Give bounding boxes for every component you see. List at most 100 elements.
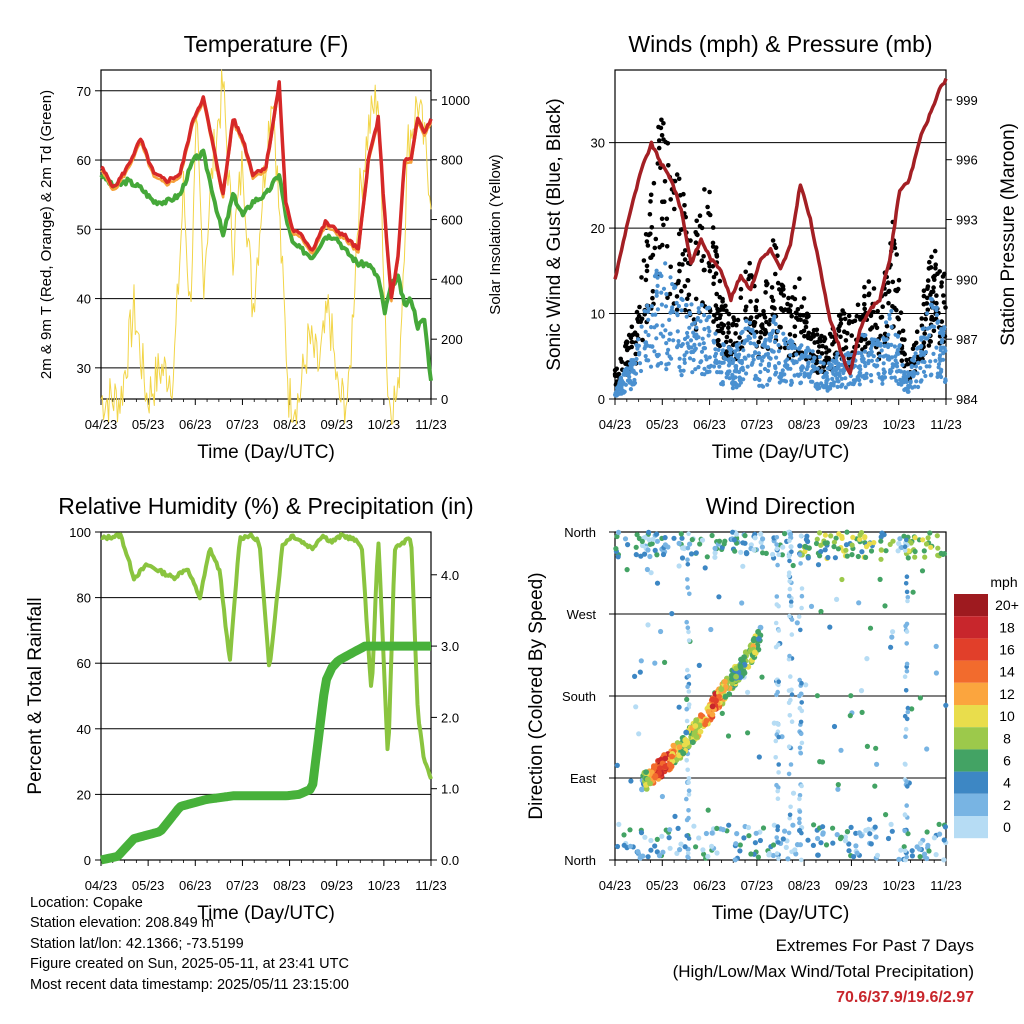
wind-point: [872, 363, 877, 368]
diagonal-point: [755, 628, 761, 635]
gust-point: [645, 243, 651, 248]
wind-point: [774, 355, 779, 360]
wind-point: [906, 389, 911, 394]
legend-swatch: [954, 682, 988, 705]
location-text: Location: Copake: [30, 895, 143, 911]
direction-point: [702, 565, 708, 571]
wind-point: [914, 379, 919, 384]
wind-point: [737, 369, 742, 375]
direction-point: [793, 851, 799, 857]
direction-point: [666, 835, 672, 841]
direction-point: [874, 761, 880, 767]
direction-point: [645, 854, 651, 860]
wind-point: [936, 362, 942, 367]
wind-point: [876, 371, 881, 376]
direction-point: [849, 542, 855, 548]
direction-point: [726, 822, 732, 828]
direction-point: [903, 581, 909, 586]
wind-point: [866, 353, 871, 358]
direction-point: [789, 692, 795, 697]
legend-label: 16: [999, 642, 1015, 658]
direction-point: [708, 626, 714, 633]
diagonal-point: [713, 697, 719, 704]
legend-label: 4: [1003, 775, 1011, 791]
direction-point: [770, 852, 777, 859]
gust-point: [710, 264, 716, 269]
direction-point: [689, 537, 695, 543]
wind-point: [877, 354, 883, 359]
x-tick-label: 05/23: [646, 417, 679, 432]
chart-title: Temperature (F): [184, 31, 349, 57]
wind-point: [717, 364, 722, 369]
direction-point: [872, 824, 878, 830]
wind-point: [909, 364, 914, 370]
direction-point: [799, 605, 804, 611]
direction-point: [827, 624, 833, 630]
gust-point: [724, 308, 729, 314]
wind-point: [724, 371, 730, 376]
gust-point: [894, 307, 899, 313]
direction-point: [808, 603, 815, 610]
wind-point: [815, 366, 820, 371]
direction-point: [686, 638, 692, 643]
gust-point: [939, 280, 944, 285]
diagonal-point: [733, 665, 739, 672]
wind-point: [910, 372, 915, 377]
wind-point: [912, 354, 917, 359]
wind-point: [841, 370, 846, 376]
gust-point: [885, 280, 891, 286]
y-right-tick-label: 984: [956, 392, 978, 407]
direction-point: [828, 533, 834, 539]
wind-point: [862, 360, 867, 365]
direction-point: [941, 857, 947, 863]
wind-point: [741, 377, 746, 382]
wind-point: [760, 358, 765, 363]
direction-point: [871, 540, 877, 546]
wind-point: [652, 349, 657, 354]
direction-point: [868, 548, 875, 554]
station-info: Location: Copake Station elevation: 208.…: [30, 893, 349, 995]
wind-point: [687, 325, 692, 330]
wind-point: [667, 354, 672, 359]
y-right-tick-label: 993: [956, 213, 978, 228]
direction-point: [773, 738, 779, 744]
direction-point: [654, 538, 661, 544]
wind-point: [928, 296, 934, 301]
gust-point: [766, 322, 772, 327]
diagonal-point: [757, 624, 764, 631]
legend-swatch: [954, 793, 988, 816]
wind-point: [905, 370, 910, 375]
direction-point: [658, 628, 664, 635]
gust-point: [650, 289, 656, 294]
y-right-tick-label: 2.0: [441, 710, 459, 725]
x-tick-label: 06/23: [179, 417, 212, 432]
direction-point: [705, 853, 711, 860]
direction-point: [709, 843, 715, 849]
wind-point: [663, 304, 669, 309]
direction-point: [703, 830, 710, 837]
diagonal-point: [693, 734, 700, 740]
wind-point: [790, 358, 795, 363]
direction-point: [671, 535, 677, 541]
direction-point: [805, 837, 811, 843]
wind-point: [788, 366, 793, 371]
wind-point: [934, 312, 940, 318]
wind-point: [685, 330, 690, 336]
gust-point: [772, 243, 777, 248]
gust-point: [702, 267, 707, 273]
direction-point: [889, 828, 895, 834]
direction-point: [685, 585, 690, 590]
gust-point: [726, 325, 731, 331]
gust-series-points: [612, 117, 948, 388]
gust-point: [674, 294, 680, 299]
gust-point: [714, 254, 720, 259]
wind-point: [857, 382, 862, 387]
gust-point: [682, 203, 687, 208]
wind-point: [925, 326, 930, 331]
direction-point: [903, 688, 909, 693]
direction-point: [798, 731, 804, 737]
direction-point: [660, 849, 666, 855]
direction-point: [674, 850, 680, 857]
wind-point: [881, 367, 886, 372]
direction-point: [676, 563, 682, 569]
